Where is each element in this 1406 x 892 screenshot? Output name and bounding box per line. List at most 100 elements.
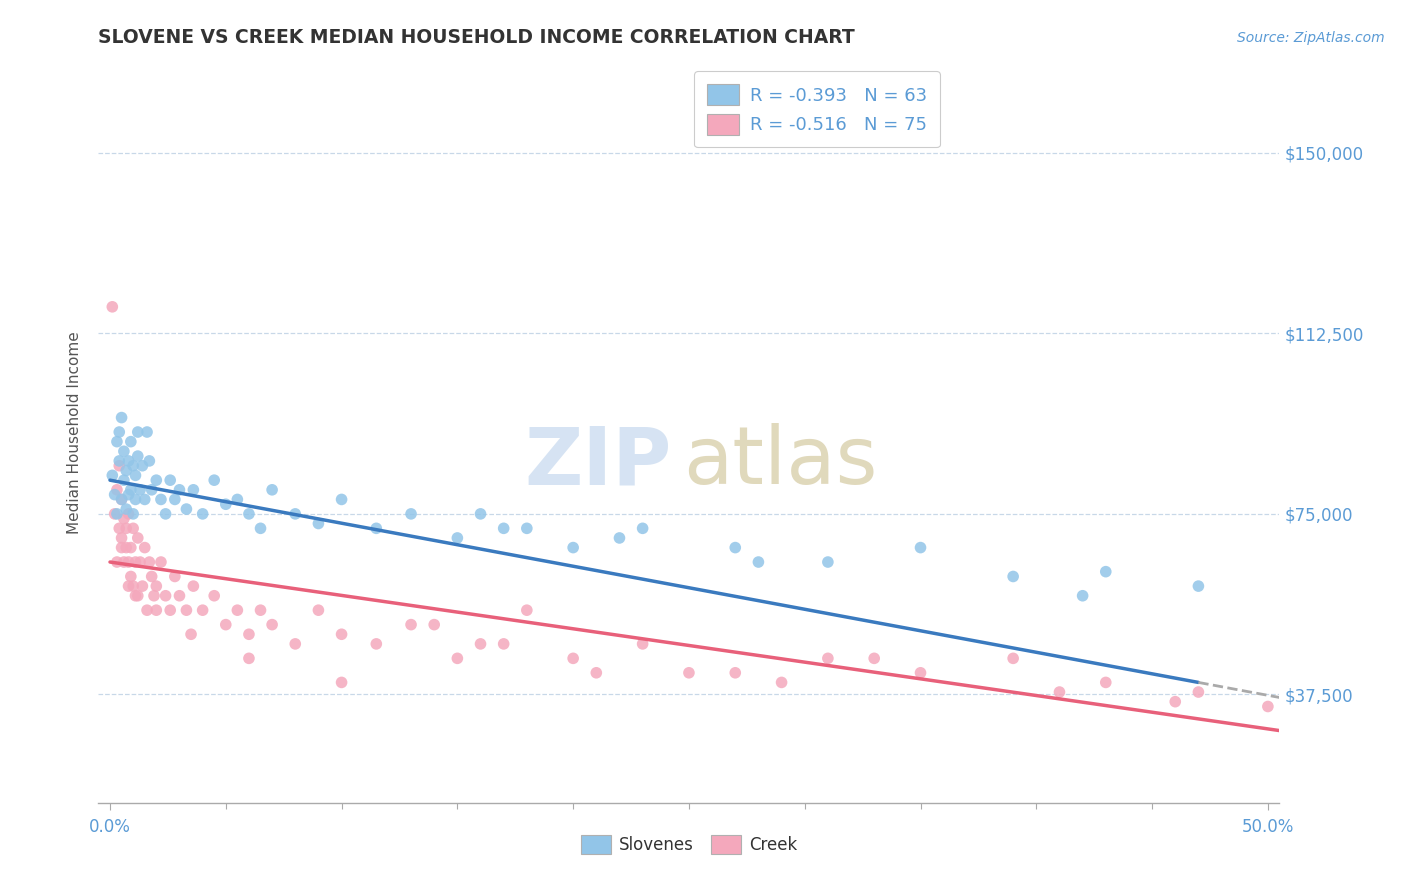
Point bbox=[124, 555, 146, 569]
Point bbox=[105, 434, 128, 449]
Point bbox=[1257, 699, 1279, 714]
Point bbox=[330, 675, 353, 690]
Point bbox=[176, 603, 198, 617]
Point bbox=[136, 425, 159, 439]
Point bbox=[115, 521, 138, 535]
Point bbox=[423, 617, 446, 632]
Point bbox=[101, 300, 124, 314]
Point bbox=[145, 603, 167, 617]
Point bbox=[183, 483, 205, 497]
Point bbox=[138, 454, 160, 468]
Point bbox=[366, 521, 388, 535]
Text: atlas: atlas bbox=[683, 423, 877, 501]
Point bbox=[1094, 565, 1116, 579]
Point bbox=[249, 603, 271, 617]
Point bbox=[138, 555, 160, 569]
Point bbox=[585, 665, 607, 680]
Point bbox=[609, 531, 631, 545]
Point bbox=[330, 492, 353, 507]
Point bbox=[112, 473, 135, 487]
Point bbox=[120, 434, 142, 449]
Point bbox=[141, 569, 163, 583]
Point bbox=[215, 497, 238, 511]
Y-axis label: Median Household Income: Median Household Income bbox=[67, 331, 83, 534]
Point bbox=[115, 464, 138, 478]
Point bbox=[127, 449, 149, 463]
Point bbox=[105, 507, 128, 521]
Point bbox=[366, 637, 388, 651]
Point bbox=[163, 569, 186, 583]
Point bbox=[101, 468, 124, 483]
Point bbox=[145, 579, 167, 593]
Point bbox=[163, 492, 186, 507]
Point bbox=[1094, 675, 1116, 690]
Point bbox=[226, 603, 249, 617]
Point bbox=[122, 579, 145, 593]
Point bbox=[122, 521, 145, 535]
Point bbox=[112, 444, 135, 458]
Point bbox=[129, 483, 152, 497]
Point bbox=[307, 603, 329, 617]
Point bbox=[183, 579, 205, 593]
Point bbox=[143, 589, 166, 603]
Text: ZIP: ZIP bbox=[524, 423, 671, 501]
Legend: Slovenes, Creek: Slovenes, Creek bbox=[574, 829, 804, 861]
Point bbox=[122, 507, 145, 521]
Point bbox=[446, 651, 468, 665]
Point bbox=[127, 425, 149, 439]
Point bbox=[817, 651, 839, 665]
Point bbox=[134, 492, 156, 507]
Point bbox=[112, 555, 135, 569]
Point bbox=[110, 492, 132, 507]
Point bbox=[262, 483, 284, 497]
Point bbox=[724, 541, 747, 555]
Point bbox=[215, 617, 238, 632]
Text: SLOVENE VS CREEK MEDIAN HOUSEHOLD INCOME CORRELATION CHART: SLOVENE VS CREEK MEDIAN HOUSEHOLD INCOME… bbox=[98, 28, 855, 47]
Point bbox=[129, 555, 152, 569]
Point bbox=[117, 488, 139, 502]
Point bbox=[169, 589, 191, 603]
Point bbox=[105, 483, 128, 497]
Point bbox=[149, 492, 172, 507]
Point bbox=[136, 603, 159, 617]
Point bbox=[284, 637, 307, 651]
Point bbox=[110, 492, 132, 507]
Point bbox=[191, 507, 214, 521]
Point bbox=[724, 665, 747, 680]
Point bbox=[863, 651, 886, 665]
Point bbox=[1002, 569, 1025, 583]
Point bbox=[176, 502, 198, 516]
Point bbox=[122, 458, 145, 473]
Point bbox=[1071, 589, 1094, 603]
Point bbox=[155, 507, 177, 521]
Point bbox=[105, 555, 128, 569]
Point bbox=[238, 507, 260, 521]
Point bbox=[307, 516, 329, 531]
Point bbox=[115, 502, 138, 516]
Point bbox=[1049, 685, 1071, 699]
Point bbox=[631, 521, 654, 535]
Point bbox=[678, 665, 700, 680]
Point bbox=[159, 603, 181, 617]
Point bbox=[202, 589, 225, 603]
Point bbox=[127, 531, 149, 545]
Point bbox=[117, 555, 139, 569]
Point bbox=[562, 651, 585, 665]
Point bbox=[516, 603, 538, 617]
Point bbox=[124, 589, 146, 603]
Point bbox=[910, 665, 932, 680]
Point bbox=[155, 589, 177, 603]
Point bbox=[110, 531, 132, 545]
Point bbox=[131, 579, 153, 593]
Point bbox=[117, 579, 139, 593]
Point bbox=[120, 541, 142, 555]
Point bbox=[470, 637, 492, 651]
Point bbox=[117, 454, 139, 468]
Point bbox=[492, 521, 515, 535]
Point bbox=[191, 603, 214, 617]
Point bbox=[120, 483, 142, 497]
Point bbox=[238, 627, 260, 641]
Point bbox=[1164, 695, 1187, 709]
Point bbox=[104, 507, 127, 521]
Point bbox=[108, 458, 131, 473]
